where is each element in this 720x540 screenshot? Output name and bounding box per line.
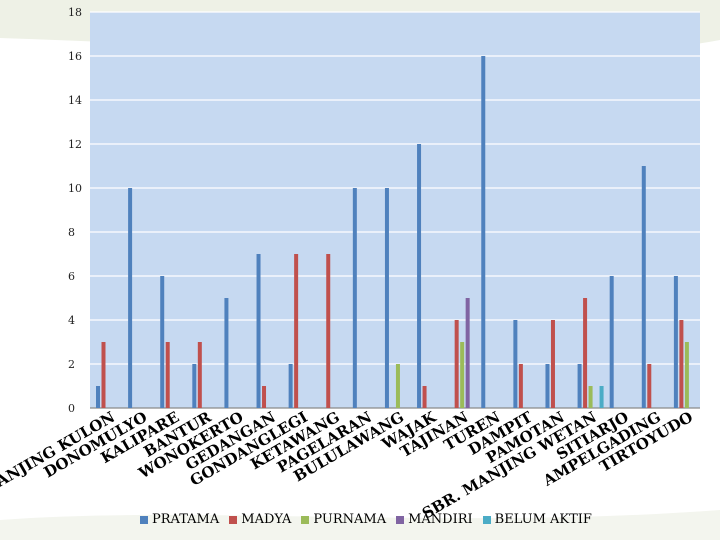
bar-mandiri bbox=[465, 298, 470, 408]
legend-item: BELUM AKTIF bbox=[482, 512, 592, 527]
bar-madya bbox=[326, 254, 331, 408]
bar-pratama bbox=[96, 386, 100, 408]
y-tick-label: 6 bbox=[68, 270, 75, 283]
bar-madya bbox=[518, 364, 523, 408]
y-tick-label: 4 bbox=[68, 314, 75, 327]
bar-pratama bbox=[577, 364, 582, 408]
y-tick-label: 12 bbox=[68, 138, 82, 151]
bar-pratama bbox=[513, 320, 518, 408]
bar-pratama bbox=[417, 144, 422, 408]
legend-swatch bbox=[140, 515, 148, 524]
gridlines bbox=[90, 11, 700, 409]
legend-swatch bbox=[396, 515, 405, 524]
legend-item: MANDIRI bbox=[396, 512, 473, 527]
plot-area bbox=[90, 12, 700, 408]
bar-madya bbox=[262, 386, 267, 408]
y-axis-ticks: 0 2 4 6 8 10 12 14 16 18 bbox=[68, 6, 82, 415]
y-tick-label: 18 bbox=[68, 6, 82, 19]
bar-madya bbox=[679, 320, 684, 408]
bar-madya bbox=[550, 320, 555, 408]
legend-swatch bbox=[482, 515, 491, 524]
bar-pratama bbox=[481, 56, 486, 408]
legend-swatch bbox=[301, 515, 310, 524]
legend-label: MANDIRI bbox=[408, 512, 473, 527]
legend-swatch bbox=[229, 515, 238, 524]
bar-madya bbox=[454, 320, 459, 408]
legend-label: PRATAMA bbox=[152, 512, 220, 527]
bar-belum-aktif bbox=[599, 386, 604, 408]
y-tick-label: 16 bbox=[68, 50, 82, 63]
legend-item: MADYA bbox=[229, 512, 291, 527]
bar-pratama bbox=[673, 276, 678, 408]
y-tick-label: 10 bbox=[68, 182, 82, 195]
y-tick-label: 14 bbox=[68, 94, 82, 107]
y-tick-label: 2 bbox=[68, 358, 75, 371]
bar-madya bbox=[294, 254, 299, 408]
bars bbox=[96, 56, 689, 408]
y-tick-label: 8 bbox=[68, 226, 75, 239]
legend-label: PURNAMA bbox=[313, 512, 387, 527]
bar-madya bbox=[647, 364, 652, 408]
bar-purnama bbox=[460, 342, 465, 408]
bar-madya bbox=[422, 386, 427, 408]
legend-item: PURNAMA bbox=[301, 512, 386, 527]
y-tick-label: 0 bbox=[68, 402, 75, 415]
bar-pratama bbox=[128, 188, 133, 408]
bar-pratama bbox=[609, 276, 614, 408]
bar-madya bbox=[165, 342, 170, 408]
legend-item: PRATAMA bbox=[140, 512, 219, 527]
x-axis-categories: SBR. MANJING KULONDONOMULYOKALIPAREBANTU… bbox=[0, 407, 696, 522]
bar-pratama bbox=[256, 254, 261, 408]
bar-pratama bbox=[545, 364, 550, 408]
bar-purnama bbox=[588, 386, 593, 408]
bar-madya bbox=[101, 342, 106, 408]
legend-label: MADYA bbox=[241, 512, 292, 527]
legend-label: BELUM AKTIF bbox=[494, 512, 592, 527]
legend: PRATAMA MADYA PURNAMA MANDIRI BELUM AKTIF bbox=[140, 512, 592, 527]
bar-pratama bbox=[384, 188, 389, 408]
bar-pratama bbox=[288, 364, 293, 408]
bar-pratama bbox=[192, 364, 197, 408]
bar-purnama bbox=[395, 364, 400, 408]
bar-purnama bbox=[684, 342, 689, 408]
bar-madya bbox=[197, 342, 202, 408]
bar-madya bbox=[583, 298, 588, 408]
bar-pratama bbox=[224, 298, 229, 408]
bar-pratama bbox=[641, 166, 646, 408]
bar-pratama bbox=[352, 188, 357, 408]
bar-pratama bbox=[160, 276, 165, 408]
